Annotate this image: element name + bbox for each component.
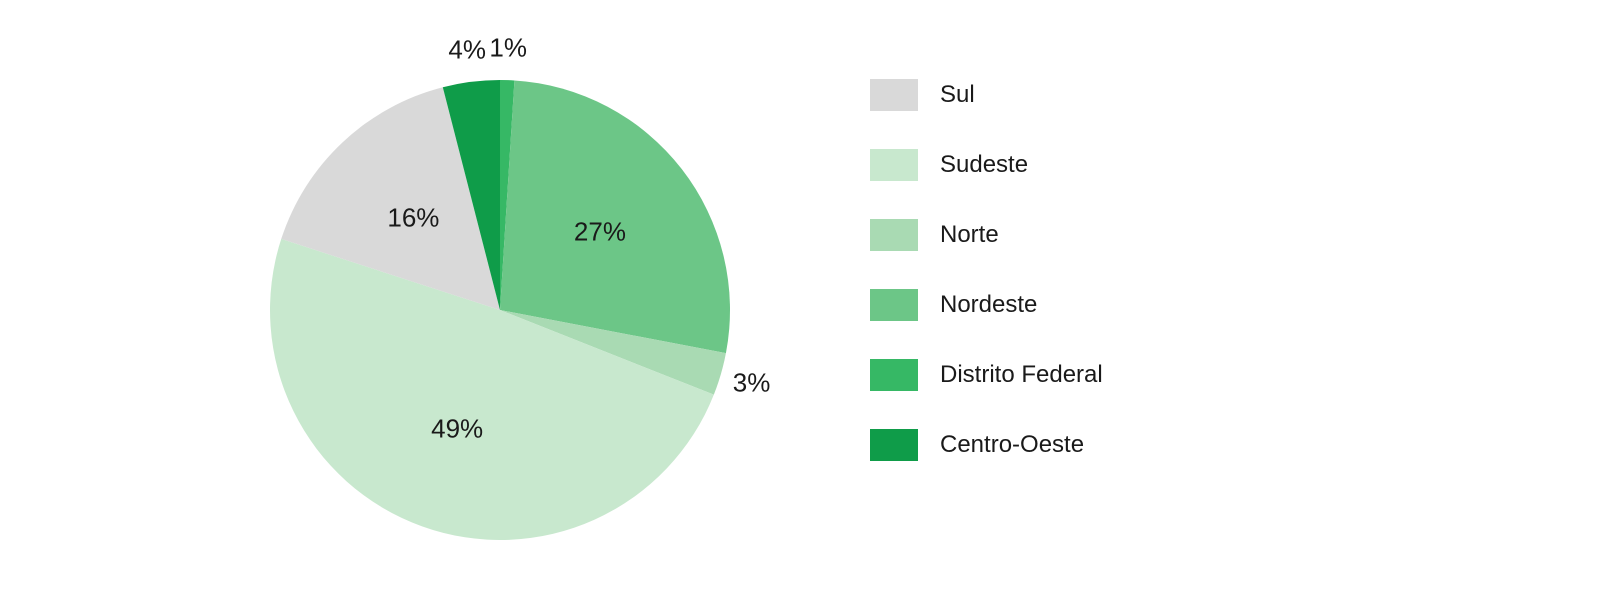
legend-item: Sul bbox=[870, 60, 1103, 130]
legend-label: Centro-Oeste bbox=[940, 431, 1084, 459]
legend-item: Norte bbox=[870, 200, 1103, 270]
pie-label-distrito_federal: 1% bbox=[489, 33, 527, 64]
legend-label: Sul bbox=[940, 81, 975, 109]
chart-container: Sul Sudeste Norte Nordeste Distrito Federal C… bbox=[0, 0, 1600, 592]
pie-label-sul: 16% bbox=[387, 202, 439, 233]
legend-swatch bbox=[870, 149, 918, 181]
legend-label: Nordeste bbox=[940, 291, 1037, 319]
legend-label: Sudeste bbox=[940, 151, 1028, 179]
pie-label-sudeste: 49% bbox=[431, 414, 483, 445]
legend-item: Centro-Oeste bbox=[870, 410, 1103, 480]
pie-label-norte: 3% bbox=[733, 368, 771, 399]
legend-item: Distrito Federal bbox=[870, 340, 1103, 410]
legend-label: Norte bbox=[940, 221, 999, 249]
legend-item: Sudeste bbox=[870, 130, 1103, 200]
pie-chart bbox=[0, 0, 1600, 597]
legend-swatch bbox=[870, 429, 918, 461]
pie-label-centro_oeste: 4% bbox=[448, 35, 486, 66]
legend-item: Nordeste bbox=[870, 270, 1103, 340]
legend-swatch bbox=[870, 79, 918, 111]
legend-swatch bbox=[870, 219, 918, 251]
legend-label: Distrito Federal bbox=[940, 361, 1103, 389]
pie-svg bbox=[0, 0, 1600, 592]
legend-swatch bbox=[870, 359, 918, 391]
pie-label-nordeste: 27% bbox=[574, 217, 626, 248]
legend-swatch bbox=[870, 289, 918, 321]
legend: Sul Sudeste Norte Nordeste Distrito Federal C… bbox=[870, 60, 1103, 480]
